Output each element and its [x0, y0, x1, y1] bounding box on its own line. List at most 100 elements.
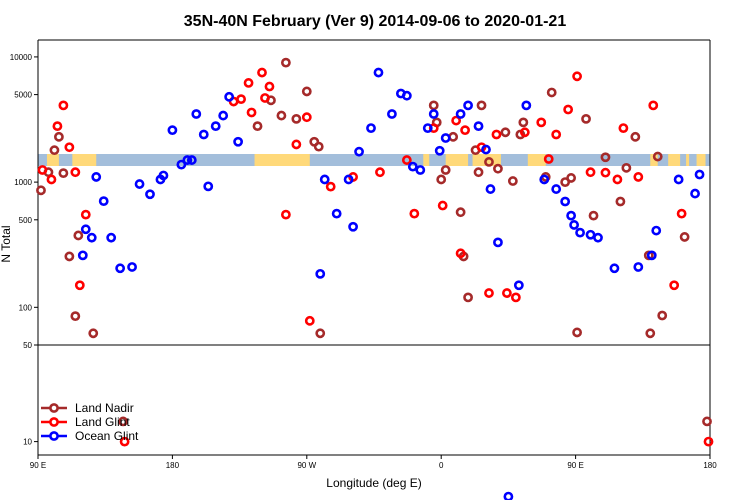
ocean-glint-point: [115, 263, 126, 274]
ocean-glint-point: [106, 232, 117, 243]
land-glint-point: [325, 181, 336, 192]
ocean-glint-point: [415, 165, 426, 175]
land-glint-point: [510, 292, 521, 303]
legend-label: Land Nadir: [75, 401, 134, 415]
ocean-glint-point: [331, 208, 342, 219]
land-nadir-point: [507, 176, 518, 186]
ocean-glint-point: [145, 189, 155, 200]
land-glint-point: [676, 208, 687, 219]
land-glint-point: [236, 94, 246, 105]
land-nadir-point: [566, 173, 577, 183]
land-glint-point: [451, 115, 462, 126]
land-nadir-point: [58, 168, 69, 179]
land-nadir-point: [49, 145, 60, 156]
land-nadir-point: [572, 327, 582, 338]
land-nadir-point: [70, 311, 81, 322]
land-nadir-point: [484, 157, 494, 167]
land-nadir-point: [88, 328, 99, 339]
ocean-glint-point: [218, 110, 229, 121]
land-glint-point: [119, 436, 130, 447]
ocean-glint-point: [167, 125, 178, 136]
y-tick-label: 100: [19, 303, 33, 312]
land-nadir-point: [621, 162, 632, 173]
land-nadir-point: [645, 328, 656, 339]
land-glint-point: [612, 174, 623, 185]
land-glint-point: [401, 155, 412, 165]
land-nadir-point: [476, 100, 487, 111]
land-nadir-point: [428, 100, 439, 111]
y-axis-title: N Total: [0, 225, 13, 262]
ocean-glint-point: [560, 196, 571, 207]
land-segment: [696, 154, 706, 166]
ocean-glint-point: [455, 109, 466, 119]
ocean-glint-point: [651, 225, 662, 236]
land-glint-point: [46, 174, 57, 185]
ocean-glint-point: [633, 262, 644, 272]
ocean-glint-point: [473, 121, 484, 132]
land-glint-point: [58, 100, 69, 111]
land-glint-point: [291, 139, 302, 150]
ocean-glint-point: [176, 159, 187, 170]
ocean-glint-point: [91, 172, 102, 182]
land-glint-point: [519, 127, 530, 138]
land-glint-point: [80, 209, 91, 220]
land-glint-point: [551, 129, 562, 140]
ocean-glint-point: [551, 184, 562, 194]
ocean-glint-point: [86, 232, 97, 243]
ocean-glint-point: [127, 262, 137, 272]
land-nadir-point: [315, 328, 326, 339]
y-tick-label: 10: [23, 438, 32, 447]
ocean-glint-point: [646, 250, 657, 261]
land-glint-point: [600, 167, 611, 178]
land-glint-point: [304, 315, 315, 326]
x-tick-label: 180: [166, 461, 180, 470]
land-nadir-point: [473, 167, 484, 178]
land-segment: [423, 154, 430, 166]
land-glint-point: [64, 142, 75, 153]
ocean-glint-point: [210, 121, 221, 132]
land-nadir-point: [64, 251, 75, 262]
land-glint-point: [536, 117, 547, 128]
land-nadir-point: [291, 113, 302, 124]
ocean-glint-point: [513, 280, 524, 291]
ocean-glint-point: [485, 184, 496, 194]
land-glint-point: [648, 100, 659, 111]
land-glint-point: [260, 93, 270, 103]
land-nadir-point: [630, 131, 641, 142]
land-glint-point: [455, 248, 466, 259]
land-segment: [686, 154, 690, 166]
ocean-glint-point: [493, 237, 503, 248]
ocean-glint-point: [80, 224, 91, 235]
ocean-glint-point: [575, 227, 585, 238]
ocean-glint-point: [694, 169, 705, 180]
land-nadir-series: [36, 57, 712, 427]
ocean-glint-point: [673, 174, 684, 185]
land-glint-point: [491, 129, 502, 140]
ocean-glint-point: [401, 90, 412, 101]
ocean-glint-point: [539, 174, 550, 185]
x-tick-label: 0: [439, 461, 444, 470]
land-nadir-point: [588, 210, 599, 221]
x-axis-title: Longitude (deg E): [326, 476, 421, 490]
land-glint-point: [257, 67, 267, 78]
legend-marker: [49, 403, 59, 413]
land-nadir-point: [54, 131, 64, 142]
land-glint-point: [703, 436, 714, 447]
ocean-glint-point: [343, 174, 354, 185]
land-glint-point: [543, 154, 554, 164]
ocean-glint-series: [77, 67, 705, 500]
ocean-glint-point: [233, 136, 244, 147]
land-nadir-point: [546, 87, 557, 98]
land-glint-point: [264, 81, 275, 92]
x-tick-label: 90 E: [567, 461, 583, 470]
land-nadir-point: [679, 232, 690, 242]
ocean-glint-point: [348, 221, 358, 232]
ocean-glint-point: [158, 170, 169, 181]
ocean-glint-point: [690, 188, 700, 199]
x-tick-label: 90 W: [297, 461, 316, 470]
y-tick-label: 5000: [14, 91, 32, 100]
ocean-glint-point: [566, 210, 577, 221]
ocean-glint-point: [191, 109, 202, 119]
